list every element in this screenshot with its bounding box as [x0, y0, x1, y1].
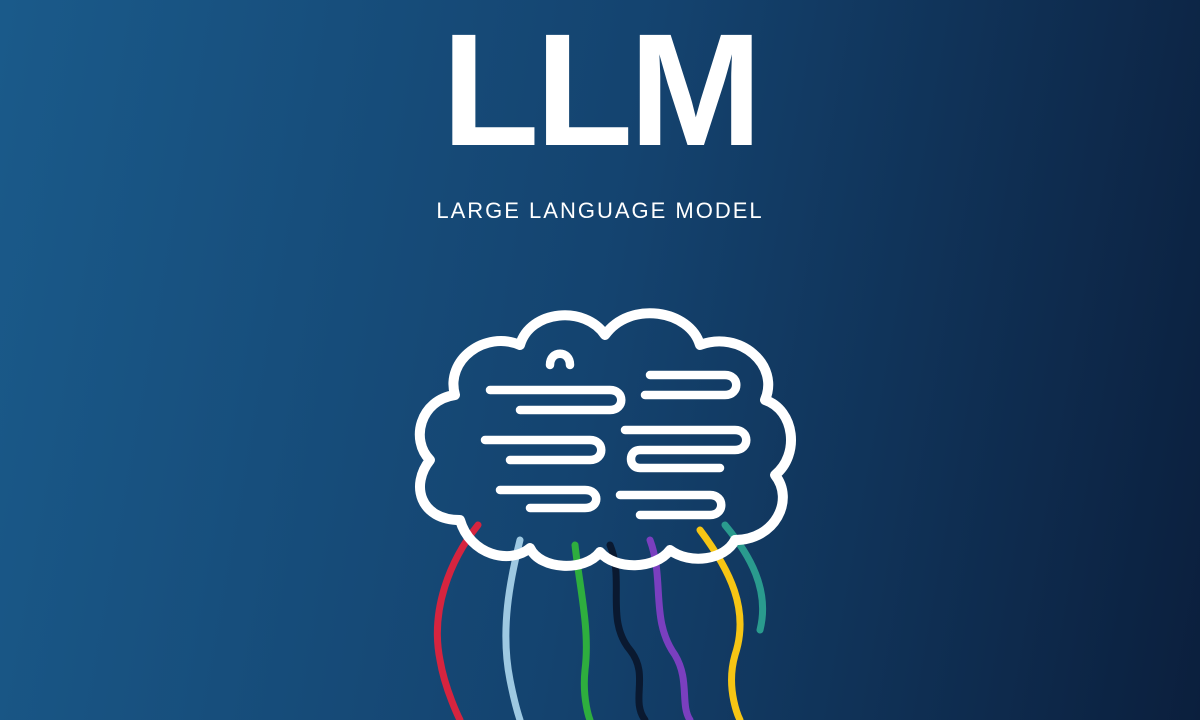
brain-icon [390, 290, 810, 720]
main-title: LLM [442, 10, 759, 170]
brain-illustration [390, 290, 810, 720]
subtitle: LARGE LANGUAGE MODEL [436, 198, 763, 224]
